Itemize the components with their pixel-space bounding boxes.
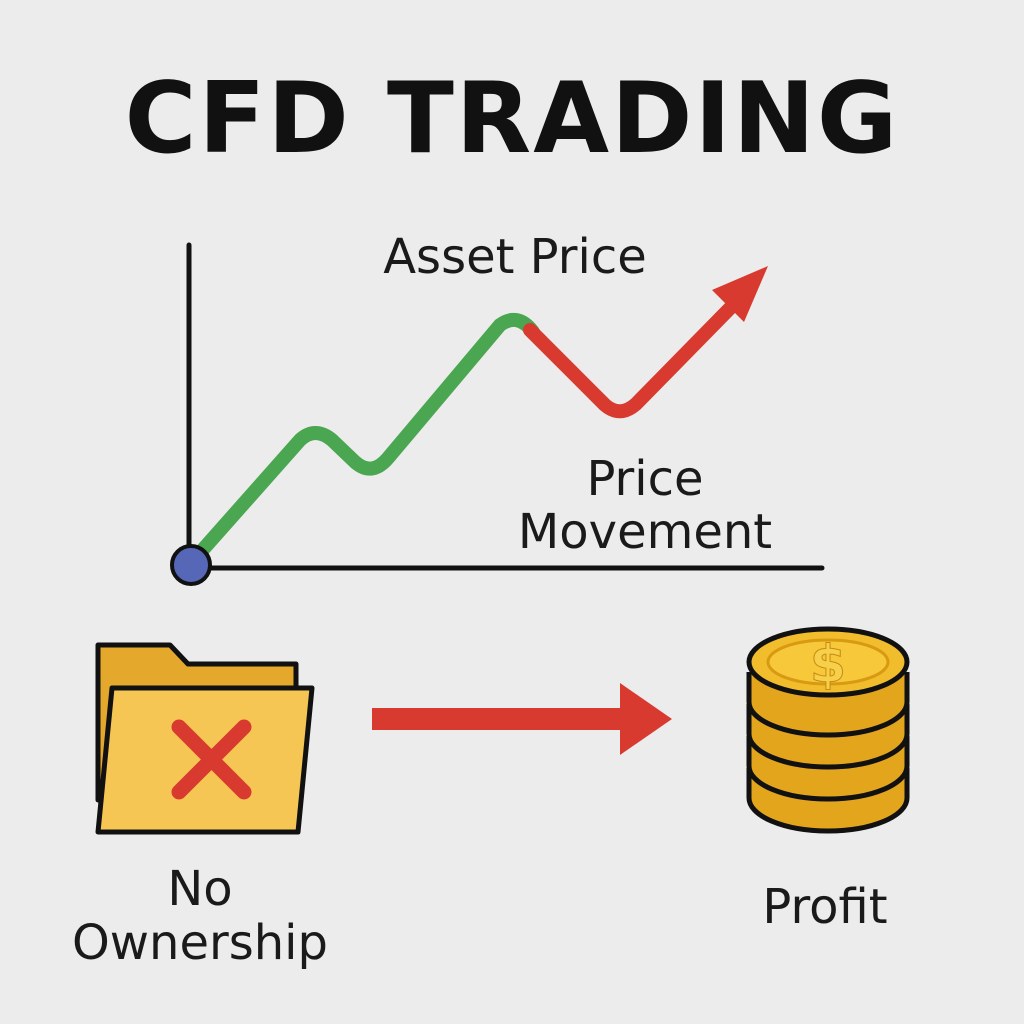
chart-label-movement: Movement — [517, 504, 773, 560]
coin-stack-icon — [746, 626, 910, 834]
price-line-rise — [184, 312, 540, 570]
folder-icon — [95, 642, 315, 835]
chart-label-asset-price: Asset Price — [383, 229, 647, 285]
chart-label-price: Price — [586, 451, 704, 507]
label-profit: Profit — [762, 879, 888, 935]
origin-point — [170, 544, 212, 586]
price-arrow-head — [712, 266, 768, 322]
label-ownership: Ownership — [72, 915, 328, 971]
label-no: No — [167, 861, 233, 917]
dollar-icon: $ — [810, 635, 846, 695]
price-line-fall — [523, 293, 745, 419]
x-mark-icon — [171, 719, 252, 800]
page-title: CFD TRADING — [124, 62, 900, 176]
arrow-right-icon — [372, 683, 672, 755]
coin-face — [766, 638, 890, 686]
